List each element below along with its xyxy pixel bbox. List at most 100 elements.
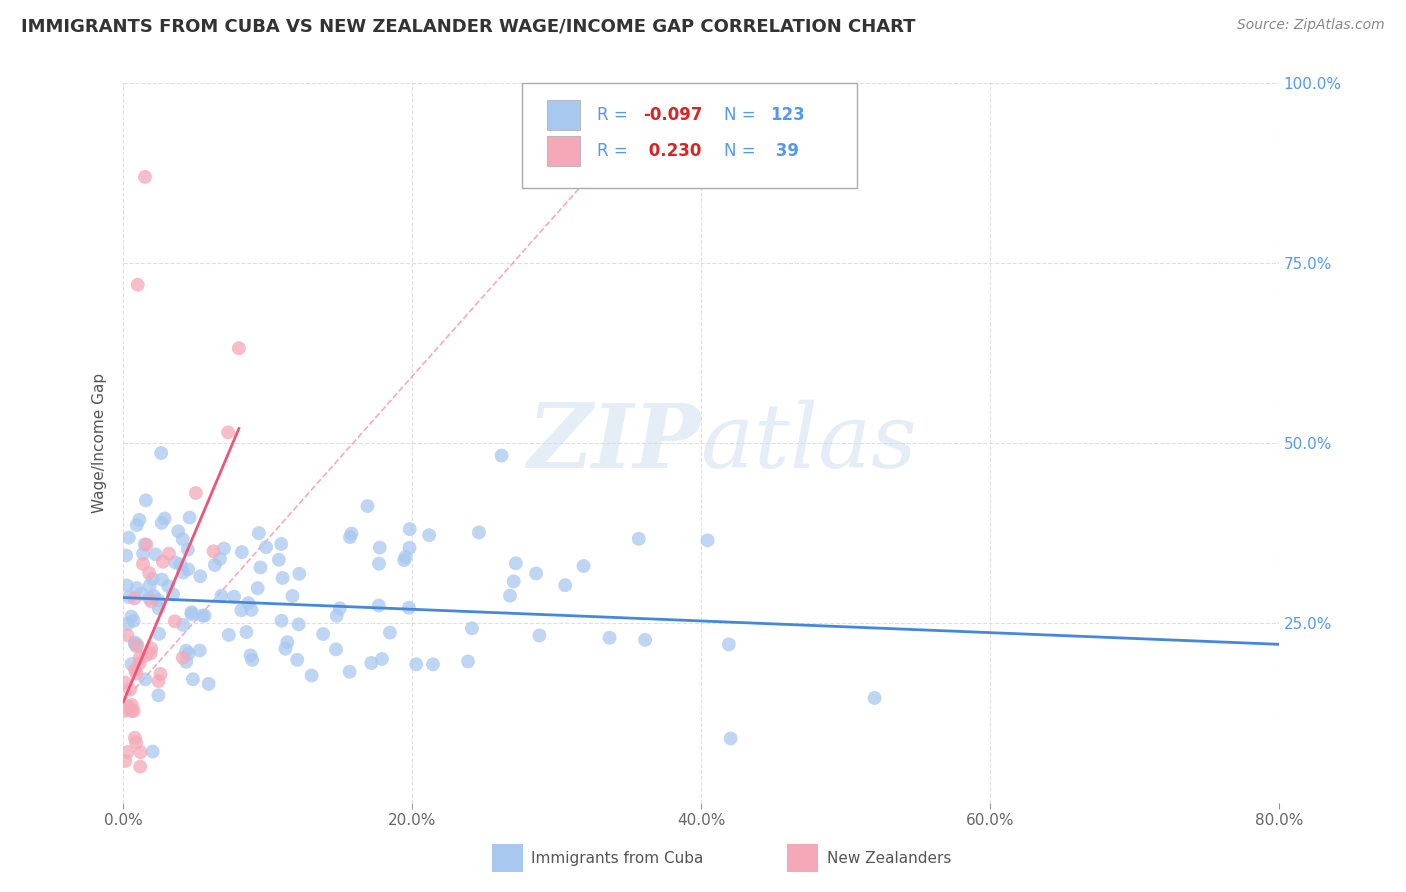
Point (114, 754, 136, 768)
Point (271, 571, 294, 585)
Point (132, 547, 155, 561)
Point (184, 486, 207, 500)
Point (599, 631, 621, 645)
Point (356, 499, 378, 513)
Point (202, 544, 225, 558)
Point (288, 566, 311, 581)
Point (135, 648, 157, 663)
Point (142, 572, 165, 586)
Point (135, 538, 157, 552)
Point (717, 637, 740, 651)
Point (134, 673, 156, 687)
Point (124, 637, 146, 651)
Point (204, 558, 226, 572)
Point (368, 557, 391, 571)
Point (167, 524, 190, 539)
Point (249, 560, 271, 574)
Point (149, 667, 172, 681)
Point (118, 699, 141, 714)
Point (138, 579, 160, 593)
Point (392, 553, 415, 567)
Point (128, 657, 150, 671)
Point (418, 528, 440, 542)
Point (163, 614, 186, 628)
Point (325, 608, 347, 623)
Point (139, 647, 162, 661)
Point (157, 579, 180, 593)
Point (150, 446, 173, 460)
Point (125, 666, 148, 681)
Point (235, 625, 257, 640)
Point (360, 656, 382, 670)
Bar (547, 136, 579, 166)
Point (124, 731, 146, 745)
Point (270, 614, 292, 628)
Point (325, 642, 347, 657)
Point (394, 549, 416, 564)
Point (285, 653, 308, 667)
Point (115, 549, 138, 563)
Text: 39: 39 (770, 142, 800, 160)
Point (505, 557, 527, 571)
Point (572, 559, 595, 574)
Point (212, 541, 235, 556)
Point (142, 745, 165, 759)
Point (138, 566, 160, 580)
Point (179, 510, 201, 524)
Text: R =: R = (598, 142, 628, 160)
Point (124, 591, 146, 606)
Point (378, 625, 401, 640)
Point (217, 425, 239, 440)
Point (180, 605, 202, 619)
Text: atlas: atlas (702, 400, 917, 486)
Point (127, 638, 149, 652)
Point (134, 537, 156, 551)
Point (125, 518, 148, 533)
Point (129, 745, 152, 759)
Point (340, 526, 363, 541)
Point (228, 341, 250, 355)
Point (312, 627, 335, 641)
Point (125, 581, 148, 595)
Point (138, 591, 160, 606)
Text: Source: ZipAtlas.com: Source: ZipAtlas.com (1237, 18, 1385, 32)
Point (218, 628, 240, 642)
Point (329, 601, 352, 615)
Point (254, 540, 277, 554)
Point (398, 541, 420, 555)
Point (172, 618, 194, 632)
Point (135, 493, 157, 508)
Point (174, 655, 197, 669)
Text: N =: N = (724, 106, 756, 124)
Point (118, 682, 141, 697)
Point (125, 639, 148, 653)
Point (499, 589, 522, 603)
Point (222, 590, 245, 604)
Point (145, 548, 167, 562)
Point (188, 569, 211, 583)
Point (339, 665, 361, 679)
Point (141, 641, 163, 656)
Point (153, 511, 176, 525)
Point (129, 587, 152, 601)
Point (122, 614, 145, 628)
Point (120, 704, 142, 718)
Point (247, 526, 270, 541)
Point (124, 635, 146, 649)
Point (301, 668, 323, 682)
Point (142, 589, 165, 603)
Text: -0.097: -0.097 (644, 106, 703, 124)
Point (231, 603, 253, 617)
Point (240, 603, 263, 617)
Point (720, 731, 742, 746)
Bar (547, 100, 579, 130)
Text: New Zealanders: New Zealanders (827, 851, 950, 865)
Point (148, 674, 170, 689)
Point (238, 596, 260, 610)
Point (696, 533, 718, 548)
Point (148, 627, 170, 641)
Point (197, 677, 219, 691)
Point (191, 608, 214, 623)
Point (141, 594, 163, 608)
Point (276, 635, 298, 649)
